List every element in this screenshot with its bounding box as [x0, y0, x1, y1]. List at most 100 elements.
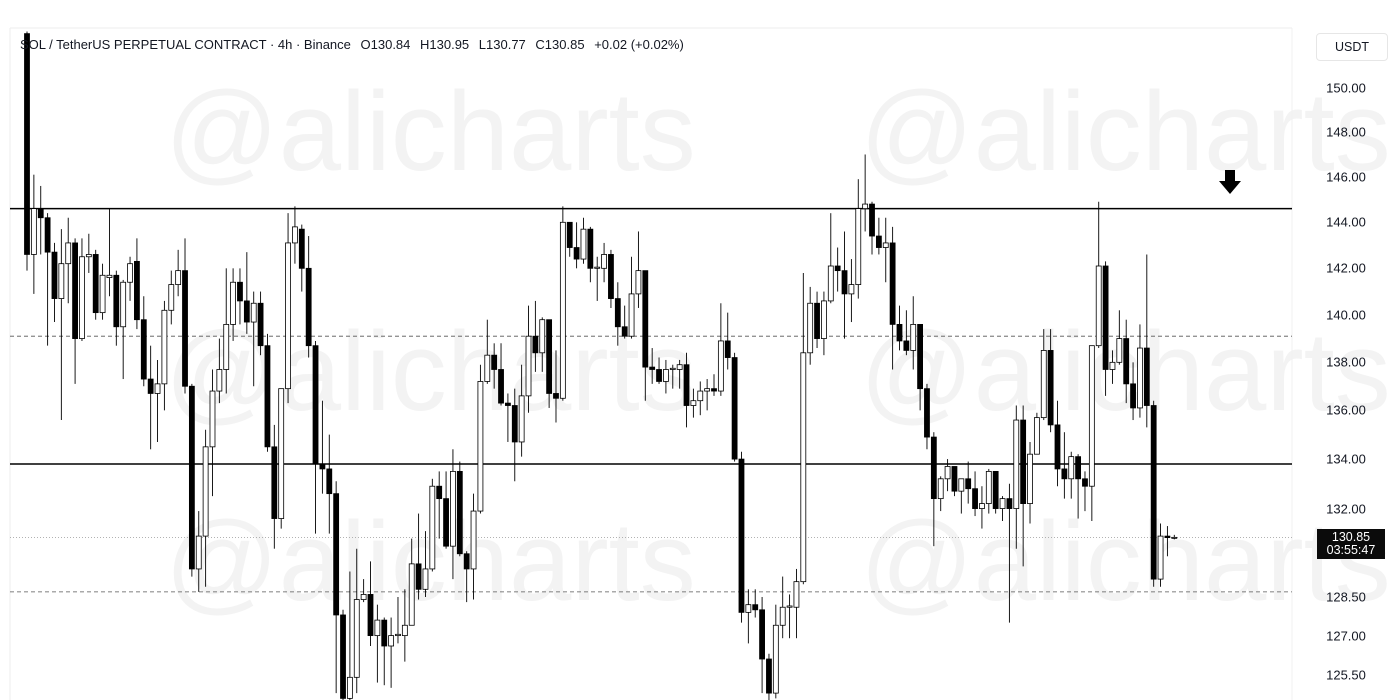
candle-body-down [841, 270, 848, 295]
candle [58, 229, 65, 421]
candle-body-down [608, 254, 614, 299]
candle-body-down [917, 323, 923, 390]
candle [1088, 345, 1095, 522]
candle [1164, 526, 1171, 557]
symbol-legend: SOL / TetherUS PERPETUAL CONTRACT · 4h ·… [20, 37, 690, 52]
candle [326, 434, 333, 534]
candle-body-up [1109, 361, 1116, 370]
candle [312, 340, 319, 534]
price-tick: 125.50 [1326, 667, 1366, 683]
candle-body-down [875, 235, 882, 248]
candle [635, 231, 642, 308]
price-tick: 144.00 [1326, 214, 1366, 230]
candle [614, 282, 621, 346]
candle [752, 589, 759, 618]
candle-body-down [498, 369, 504, 404]
candle [855, 179, 862, 299]
candle [697, 381, 704, 416]
candle-body-down [188, 385, 195, 570]
candle-body-down [1020, 419, 1027, 504]
candle-body-down [903, 340, 910, 351]
candle-body-down [443, 498, 449, 547]
candle [972, 471, 978, 517]
candle [1006, 483, 1013, 623]
candle-body-down [340, 614, 346, 699]
candle-body-down [257, 302, 264, 347]
candle-body-down [134, 260, 140, 321]
candle-body-down [436, 485, 443, 500]
candle [72, 238, 78, 384]
candle-body-down [305, 267, 312, 347]
candle-body-down [1164, 535, 1171, 539]
candle [1020, 405, 1027, 567]
candle-body-up [168, 284, 175, 311]
candle-body-down [113, 274, 120, 328]
price-tick: 146.00 [1326, 169, 1366, 185]
candle-body-up [1116, 338, 1123, 363]
candle [917, 323, 923, 411]
candle [1116, 310, 1123, 365]
candle-body-up [209, 390, 216, 448]
candle [1061, 432, 1068, 499]
candle [1033, 412, 1040, 455]
candle-body-down [1102, 265, 1109, 370]
candle-body-down [724, 340, 731, 358]
candle [264, 333, 271, 452]
candle-body-up [772, 624, 779, 694]
candle [243, 252, 250, 334]
candle [642, 270, 649, 401]
candle [209, 369, 216, 497]
candle-body-up [580, 228, 587, 260]
ohlc-change: +0.02 (+0.02%) [594, 37, 684, 52]
candle-body-down [367, 594, 374, 637]
watermark-text: @alicharts [165, 309, 696, 434]
candle [1171, 534, 1178, 540]
candle [99, 263, 106, 320]
candle-body-down [271, 446, 278, 519]
candle [154, 359, 161, 442]
candle [223, 268, 230, 394]
candle-body-down [587, 228, 594, 269]
candle-body-down [456, 470, 463, 555]
candle [814, 291, 820, 349]
candle-body-up [999, 498, 1006, 509]
candle-body-up [223, 323, 230, 370]
candle-body-up [745, 604, 752, 613]
candle [401, 589, 408, 662]
ohlc-close: C130.85 [535, 37, 585, 52]
candle-body-down [1054, 424, 1061, 470]
candle-body-up [793, 581, 800, 608]
candle [51, 242, 58, 323]
candle [395, 596, 401, 644]
candle [450, 449, 456, 580]
candle-body-down [312, 345, 319, 465]
candle [525, 305, 532, 413]
candle-body-down [992, 470, 999, 509]
candle [113, 270, 120, 346]
candle-body-down [766, 658, 772, 694]
candle [44, 213, 51, 346]
candle [903, 310, 910, 356]
candle-body-down [1047, 350, 1054, 426]
candle [161, 300, 168, 411]
candle-body-up [285, 242, 291, 390]
candle [85, 233, 92, 273]
candle [999, 496, 1006, 522]
symbol-title: SOL / TetherUS PERPETUAL CONTRACT · 4h ·… [20, 37, 351, 52]
candle-body-up [195, 535, 202, 570]
currency-button[interactable]: USDT [1316, 33, 1388, 61]
candle-body-down [44, 217, 51, 253]
candle-body-up [395, 633, 401, 637]
candle [340, 609, 346, 700]
candle-body-up [422, 568, 429, 590]
candle-body-up [401, 624, 408, 637]
candle-body-up [154, 383, 161, 394]
candle-body-down [573, 247, 580, 260]
candle [346, 571, 353, 700]
candle-body-up [525, 335, 532, 397]
candle [511, 388, 518, 482]
candle [175, 249, 182, 297]
candle [353, 548, 360, 694]
watermark-text: @alicharts [860, 499, 1391, 624]
